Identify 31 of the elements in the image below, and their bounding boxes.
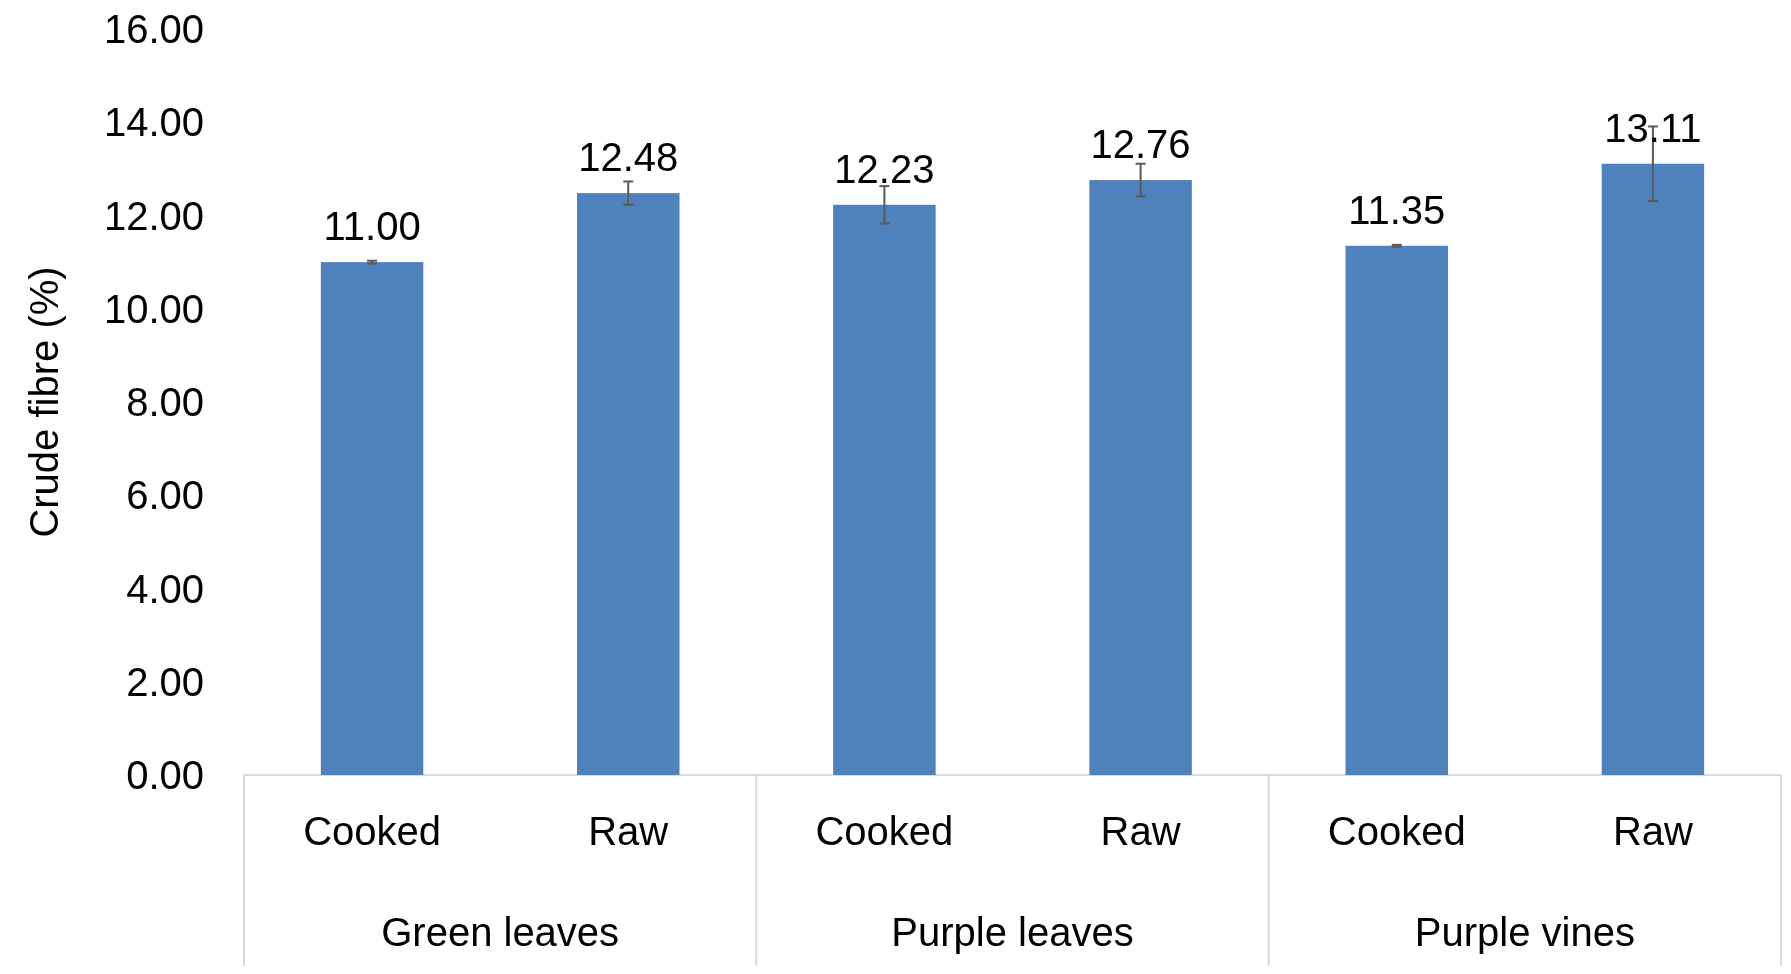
- x-tick-label: Cooked: [815, 809, 954, 853]
- text: Purple vines: [1414, 910, 1635, 954]
- y-tick-label: 4.00: [126, 566, 204, 611]
- bar: [577, 193, 680, 775]
- bar: [1345, 245, 1448, 775]
- data-label: 12.48: [578, 135, 679, 180]
- data-label: 11.00: [323, 204, 421, 249]
- x-tick-label: Raw: [1612, 809, 1694, 853]
- y-axis-title: Crude fibre (%): [22, 266, 66, 538]
- y-tick-label: 14.00: [103, 100, 204, 145]
- data-label: 13.11: [1604, 105, 1702, 150]
- x-tick-label: Cooked: [1327, 809, 1466, 853]
- text: Green leaves: [381, 910, 620, 954]
- x-tick-label: Raw: [1100, 809, 1181, 853]
- x-tick-label: Raw: [588, 809, 669, 853]
- bar: [833, 204, 936, 775]
- y-tick-label: 16.00: [103, 7, 204, 51]
- y-tick-label: 12.00: [103, 193, 204, 238]
- y-tick-label: 6.00: [126, 473, 204, 518]
- y-tick-label: 8.00: [126, 380, 204, 424]
- data-label: 12.23: [834, 146, 935, 191]
- data-label: 11.35: [1348, 187, 1446, 232]
- y-tick-label: 10.00: [103, 286, 204, 331]
- y-tick-label: 0.00: [126, 753, 204, 797]
- y-tick-label: 2.00: [126, 659, 204, 704]
- data-label: 12.76: [1090, 122, 1191, 167]
- bar: [1601, 163, 1705, 775]
- bar: [1089, 180, 1192, 775]
- bar: [320, 262, 424, 775]
- text: Purple leaves: [891, 910, 1134, 954]
- x-tick-label: Cooked: [303, 809, 442, 853]
